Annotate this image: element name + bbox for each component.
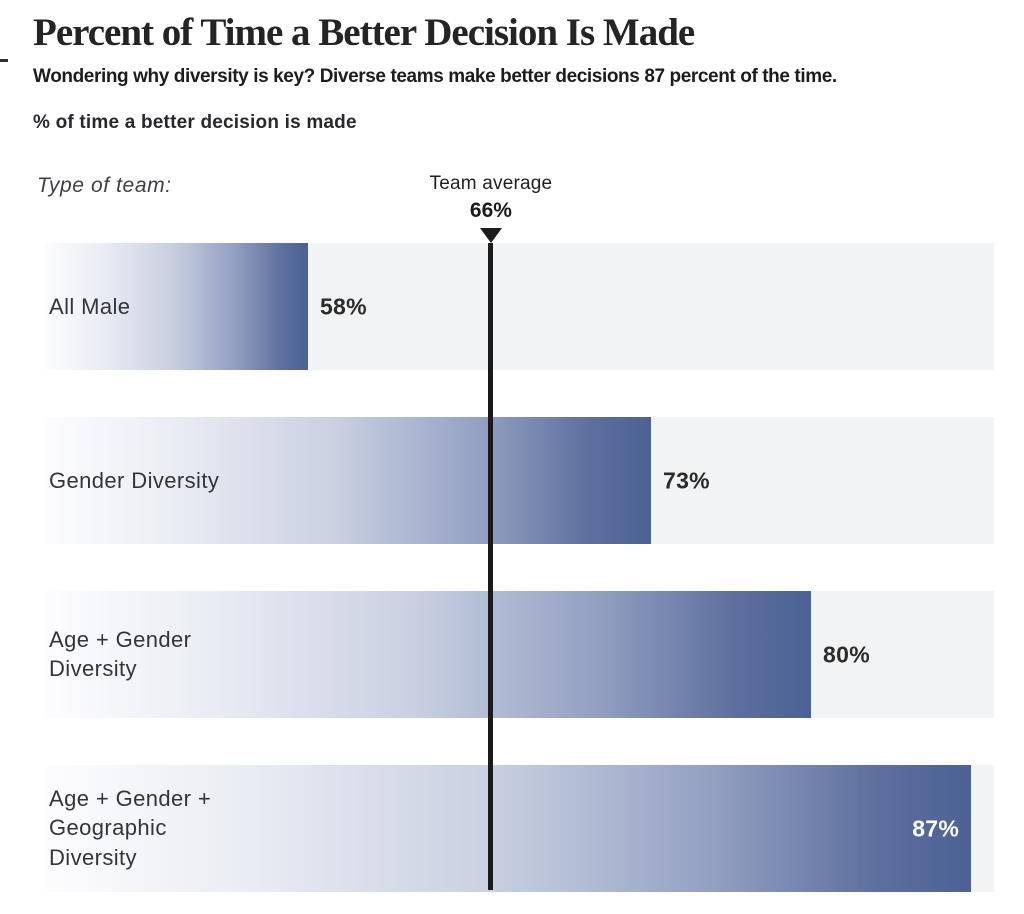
left-edge-tick — [0, 59, 8, 62]
value-label: 73% — [662, 467, 710, 493]
bar-row: All Male 58% — [45, 243, 994, 370]
category-label: Age + Gender + Geographic Diversity — [49, 785, 212, 871]
value-label: 80% — [823, 641, 870, 667]
bar-row: Gender Diversity 73% — [45, 417, 994, 544]
bar-row: Age + Gender Diversity 80% — [45, 591, 994, 718]
team-average-marker-triangle-icon — [479, 228, 502, 243]
axis-title: % of time a better decision is made — [33, 112, 357, 133]
bar — [45, 417, 651, 544]
category-label: Age + Gender Diversity — [49, 626, 192, 682]
bar — [45, 591, 812, 718]
type-of-team-label: Type of team: — [37, 174, 172, 197]
team-average-reference-line — [488, 243, 494, 890]
chart-subtitle: Wondering why diversity is key? Diverse … — [33, 66, 837, 87]
bar — [45, 243, 308, 370]
bar-row: Age + Gender + Geographic Diversity 87% — [45, 765, 994, 892]
value-label: 87% — [912, 815, 960, 841]
team-average-value: 66% — [469, 199, 512, 222]
team-average-label: Team average — [429, 173, 553, 194]
value-label: 58% — [319, 293, 367, 319]
category-label: All Male — [49, 293, 131, 319]
bar — [45, 765, 972, 892]
category-label: Gender Diversity — [49, 467, 220, 493]
page-title: Percent of Time a Better Decision Is Mad… — [33, 11, 695, 54]
